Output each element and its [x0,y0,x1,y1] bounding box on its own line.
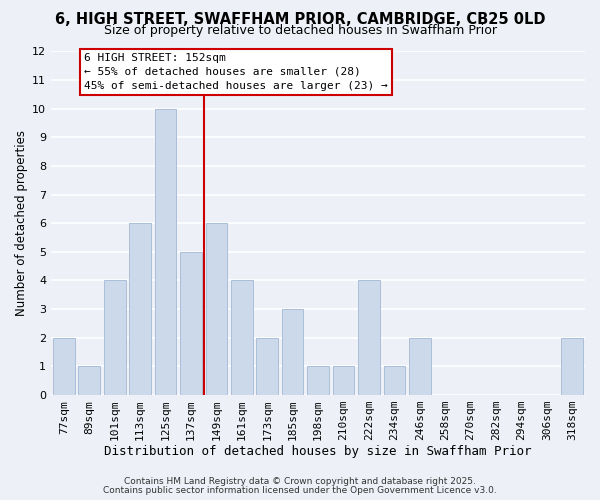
Text: Size of property relative to detached houses in Swaffham Prior: Size of property relative to detached ho… [104,24,497,37]
Bar [409,338,431,395]
Bar [130,223,151,395]
Bar [180,252,202,395]
Bar [307,366,329,395]
X-axis label: Distribution of detached houses by size in Swaffham Prior: Distribution of detached houses by size … [104,444,532,458]
Bar [231,280,253,395]
Y-axis label: Number of detached properties: Number of detached properties [15,130,28,316]
Bar [155,108,176,395]
Bar [79,366,100,395]
Bar [332,366,355,395]
Bar [358,280,380,395]
Text: 6 HIGH STREET: 152sqm
← 55% of detached houses are smaller (28)
45% of semi-deta: 6 HIGH STREET: 152sqm ← 55% of detached … [84,53,388,91]
Bar [104,280,125,395]
Bar [562,338,583,395]
Text: 6, HIGH STREET, SWAFFHAM PRIOR, CAMBRIDGE, CB25 0LD: 6, HIGH STREET, SWAFFHAM PRIOR, CAMBRIDG… [55,12,545,28]
Text: Contains HM Land Registry data © Crown copyright and database right 2025.: Contains HM Land Registry data © Crown c… [124,477,476,486]
Bar [282,309,304,395]
Bar [383,366,405,395]
Bar [256,338,278,395]
Bar [206,223,227,395]
Bar [53,338,74,395]
Text: Contains public sector information licensed under the Open Government Licence v3: Contains public sector information licen… [103,486,497,495]
